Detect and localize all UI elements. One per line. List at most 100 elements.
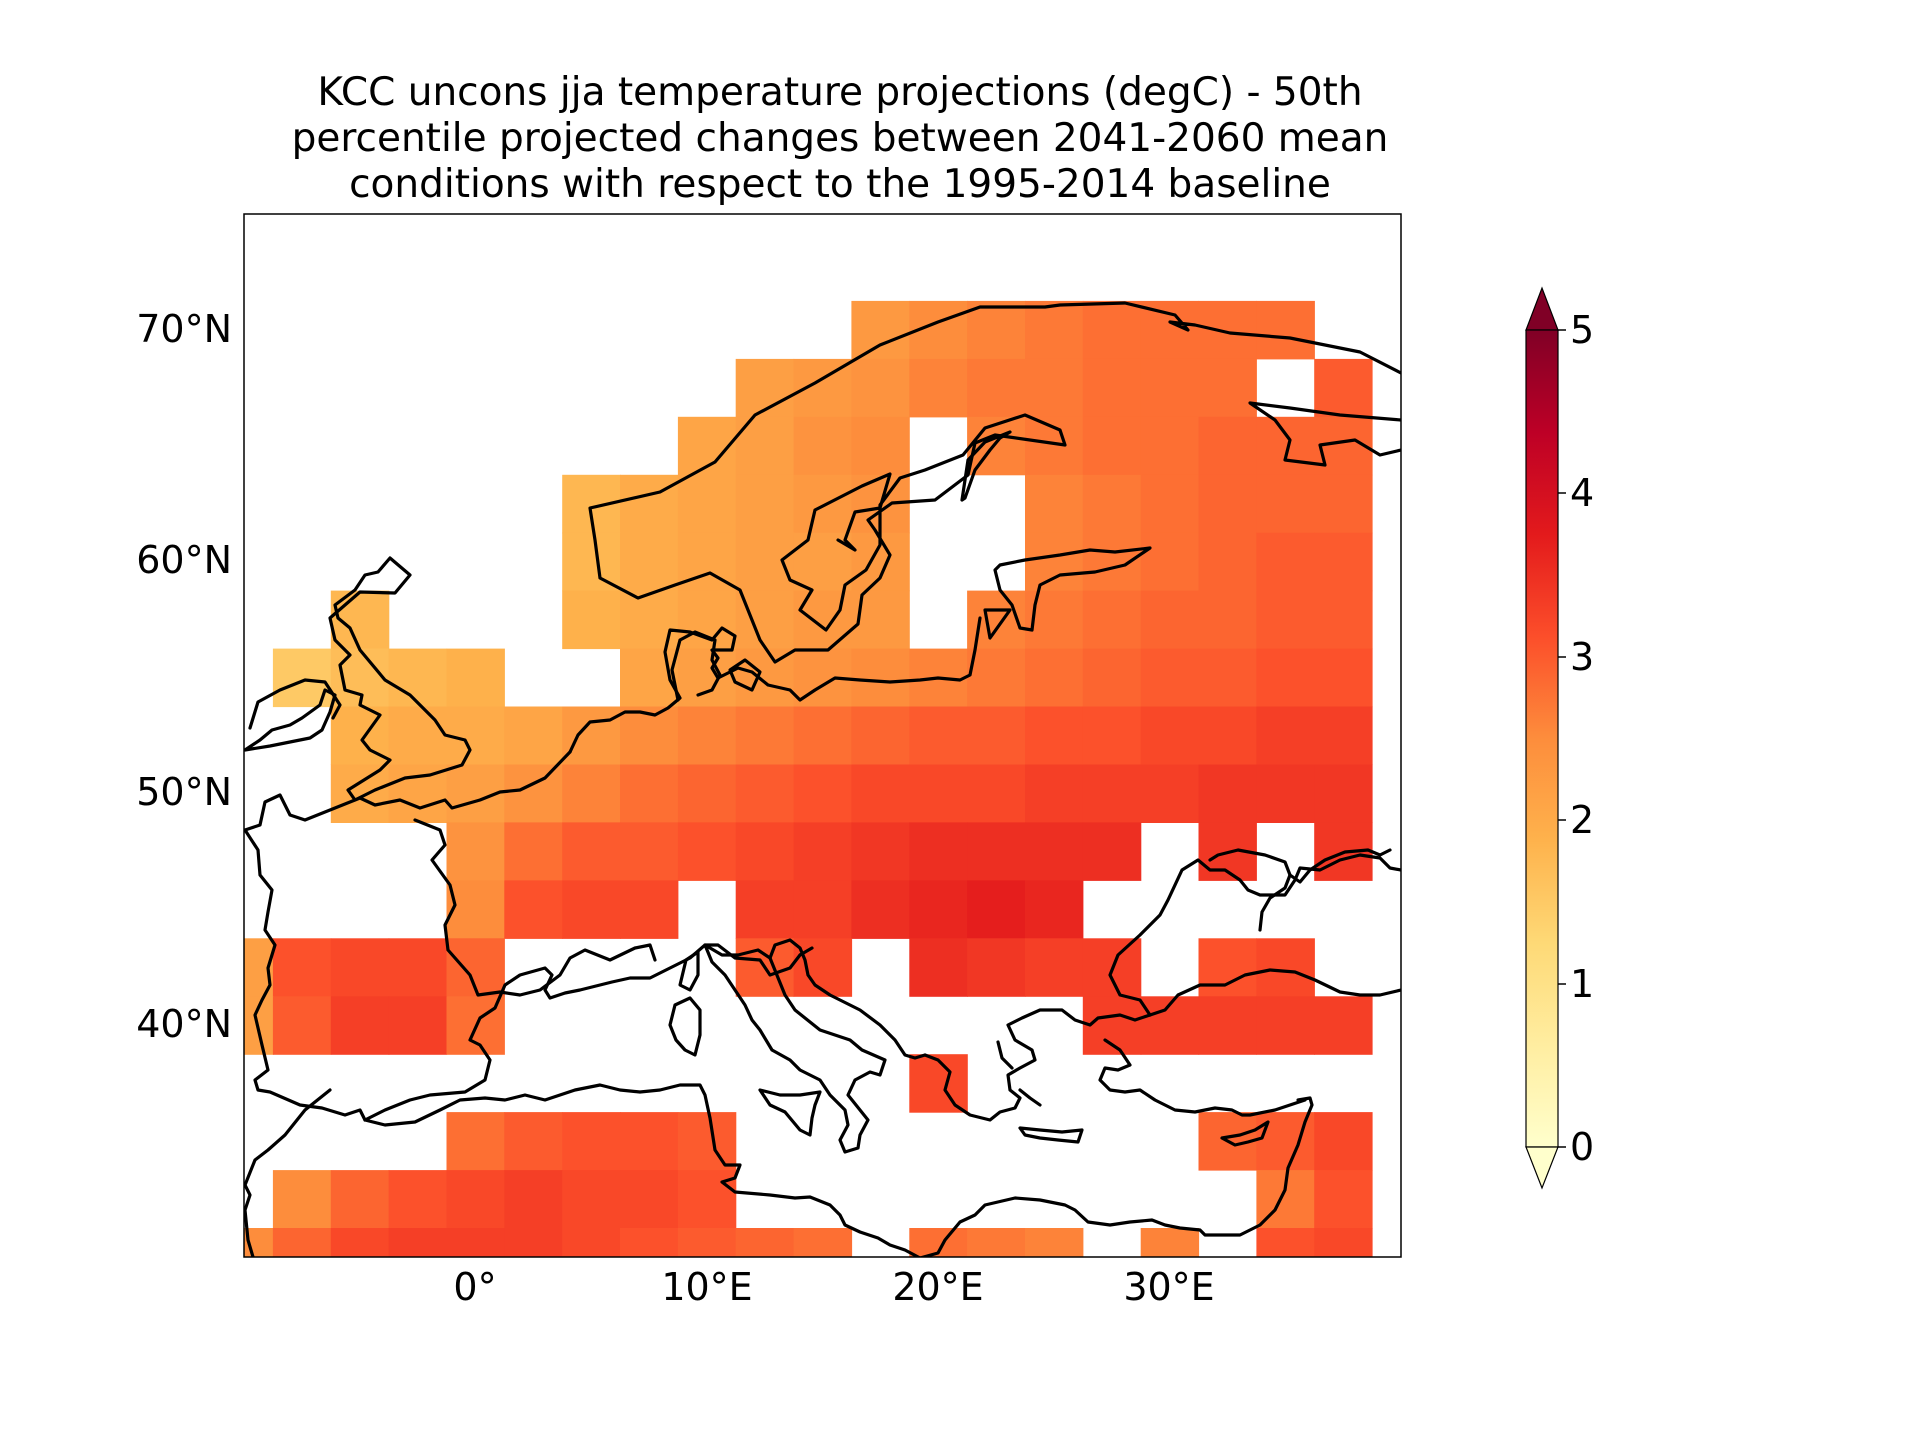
- lat-tick-40: 40°N: [136, 1002, 232, 1046]
- heatmap-cell: [1025, 938, 1084, 997]
- chart-title: KCC uncons jja temperature projections (…: [120, 70, 1560, 208]
- heatmap-cell: [1314, 358, 1373, 418]
- heatmap-cell: [967, 1228, 1026, 1257]
- map-frame: [243, 213, 1402, 1258]
- heatmap-cell: [735, 764, 795, 823]
- heatmap-cell: [1140, 764, 1200, 823]
- heatmap-cell: [677, 474, 737, 534]
- heatmap-cell: [1314, 1228, 1373, 1257]
- heatmap-cell: [1198, 706, 1257, 765]
- heatmap-cell: [330, 938, 390, 997]
- colorbar-min-extension: [1525, 1146, 1559, 1190]
- heatmap-cell: [562, 706, 621, 765]
- heatmap-cell: [1256, 648, 1315, 708]
- heatmap-cell: [851, 764, 910, 823]
- heatmap-cell: [851, 706, 910, 765]
- lon-tick-20e: 20°E: [892, 1265, 983, 1309]
- heatmap-cell: [967, 764, 1026, 823]
- heatmap-cell: [1256, 474, 1315, 534]
- heatmap-cell: [1025, 532, 1084, 592]
- heatmap-cell: [1140, 474, 1200, 534]
- heatmap-cell: [1198, 300, 1257, 360]
- heatmap-cell: [1140, 358, 1200, 418]
- heatmap-cell: [1256, 764, 1315, 823]
- heatmap-cell: [1082, 590, 1142, 650]
- heatmap-cell: [1198, 764, 1257, 823]
- heatmap-cell: [735, 358, 795, 418]
- heatmap-cell: [1314, 764, 1373, 823]
- heatmap-cell: [388, 706, 448, 765]
- heatmap-cell: [1198, 358, 1257, 418]
- heatmap-cell: [967, 880, 1026, 939]
- heatmap-cell: [677, 706, 737, 765]
- heatmap-cell: [677, 822, 737, 881]
- heatmap-cell: [735, 880, 795, 939]
- heatmap-cell: [446, 1112, 505, 1171]
- heatmap-cell: [735, 822, 795, 881]
- heatmap-cell: [851, 358, 910, 418]
- heatmap-cell: [851, 822, 910, 881]
- heatmap-cell: [909, 358, 968, 418]
- heatmap-cell: [504, 764, 563, 823]
- colorbar-max-extension: [1525, 286, 1559, 331]
- heatmap-cell: [562, 532, 621, 592]
- heatmap-cell: [1256, 1228, 1315, 1257]
- heatmap-cell: [909, 706, 968, 765]
- lat-tick-60: 60°N: [136, 538, 232, 582]
- heatmap-cell: [1314, 1170, 1373, 1229]
- heatmap-cell: [1198, 996, 1257, 1055]
- heatmap-cell: [1198, 648, 1257, 708]
- heatmap-cell: [793, 1228, 853, 1257]
- heatmap-cell: [735, 532, 795, 592]
- lat-tick-50: 50°N: [136, 770, 232, 814]
- heatmap-cell: [677, 764, 737, 823]
- heatmap-cell: [1314, 532, 1373, 592]
- heatmap-cell: [388, 1170, 448, 1229]
- colorbar-gradient: [1525, 329, 1559, 1148]
- heatmap-cell: [967, 822, 1026, 881]
- heatmap-cell: [1140, 706, 1200, 765]
- heatmap-cell: [504, 1112, 563, 1171]
- heatmap-cell: [1082, 358, 1142, 418]
- heatmap-cell: [1256, 706, 1315, 765]
- heatmap-cell: [1082, 474, 1142, 534]
- lon-tick-0: 0°: [453, 1265, 496, 1309]
- heatmap-cell: [793, 416, 853, 476]
- title-line-2: percentile projected changes between 204…: [291, 116, 1389, 161]
- heatmap-cell: [967, 300, 1026, 360]
- heatmap-cell: [1140, 1228, 1200, 1257]
- heatmap-cell: [1082, 706, 1142, 765]
- heatmap-cell: [1314, 590, 1373, 650]
- heatmap-cell: [1256, 938, 1315, 997]
- heatmap-cell: [504, 1228, 563, 1257]
- colorbar-tick-5: 5: [1570, 308, 1594, 352]
- heatmap-cell: [735, 706, 795, 765]
- lat-tick-70: 70°N: [136, 307, 232, 351]
- heatmap-cell: [388, 938, 448, 997]
- heatmap-cell: [1198, 532, 1257, 592]
- heatmap-cell: [677, 590, 737, 650]
- heatmap-cell: [793, 822, 853, 881]
- heatmap-cell: [272, 996, 332, 1055]
- heatmap-cell: [562, 880, 621, 939]
- heatmap-cell: [793, 938, 853, 997]
- lon-tick-30e: 30°E: [1123, 1265, 1214, 1309]
- heatmap-cell: [1082, 764, 1142, 823]
- coastlines: [244, 301, 1401, 1257]
- heatmap-cell: [620, 532, 679, 592]
- heatmap-cell: [620, 764, 679, 823]
- heatmap-cell: [620, 474, 679, 534]
- heatmap-cell: [793, 764, 853, 823]
- heatmap-cell: [677, 1112, 737, 1171]
- heatmap-cell: [446, 1170, 505, 1229]
- heatmap-cell: [562, 1228, 621, 1257]
- heatmap-cell: [1314, 706, 1373, 765]
- colorbar-tick-3: 3: [1570, 635, 1594, 679]
- heatmap-cell: [620, 1170, 679, 1229]
- title-line-3: conditions with respect to the 1995-2014…: [349, 162, 1331, 207]
- heatmap-cell: [1082, 300, 1142, 360]
- heatmap-cell: [1198, 938, 1257, 997]
- heatmap-cell: [330, 764, 390, 823]
- heatmap-cell: [620, 1228, 679, 1257]
- colorbar-tick-4: 4: [1570, 471, 1594, 515]
